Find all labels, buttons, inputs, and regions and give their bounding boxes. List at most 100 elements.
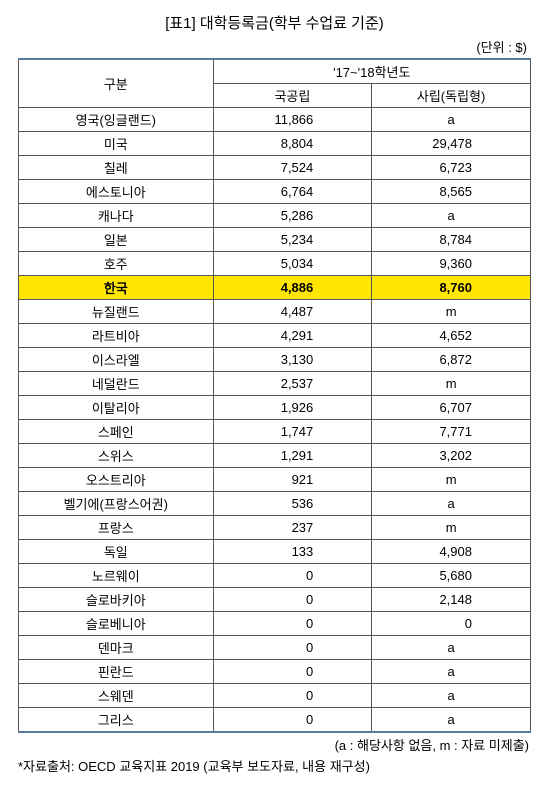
private-cell: 4,908: [372, 540, 531, 564]
country-cell: 이탈리아: [19, 396, 214, 420]
table-row: 덴마크0a: [19, 636, 531, 660]
table-row: 이스라엘3,1306,872: [19, 348, 531, 372]
public-cell: 237: [213, 516, 372, 540]
table-title: [표1] 대학등록금(학부 수업료 기준): [18, 12, 531, 33]
public-cell: 1,926: [213, 396, 372, 420]
public-cell: 4,291: [213, 324, 372, 348]
country-cell: 노르웨이: [19, 564, 214, 588]
private-cell: 6,872: [372, 348, 531, 372]
table-row: 일본5,2348,784: [19, 228, 531, 252]
private-cell: a: [372, 636, 531, 660]
tuition-table: 구분 '17~'18학년도 국공립 사립(독립형) 영국(잉글랜드)11,866…: [18, 58, 531, 733]
private-cell: a: [372, 108, 531, 132]
public-cell: 2,537: [213, 372, 372, 396]
table-row: 네덜란드2,537m: [19, 372, 531, 396]
public-cell: 0: [213, 588, 372, 612]
header-year: '17~'18학년도: [213, 59, 530, 84]
public-cell: 0: [213, 660, 372, 684]
table-row: 칠레7,5246,723: [19, 156, 531, 180]
private-cell: 8,760: [372, 276, 531, 300]
private-cell: 8,565: [372, 180, 531, 204]
public-cell: 3,130: [213, 348, 372, 372]
country-cell: 일본: [19, 228, 214, 252]
private-cell: 2,148: [372, 588, 531, 612]
header-category: 구분: [19, 59, 214, 108]
table-row: 오스트리아921m: [19, 468, 531, 492]
public-cell: 921: [213, 468, 372, 492]
country-cell: 스위스: [19, 444, 214, 468]
private-cell: 7,771: [372, 420, 531, 444]
table-row: 스웨덴0a: [19, 684, 531, 708]
table-row: 뉴질랜드4,487m: [19, 300, 531, 324]
private-cell: 5,680: [372, 564, 531, 588]
private-cell: m: [372, 300, 531, 324]
public-cell: 5,286: [213, 204, 372, 228]
country-cell: 스웨덴: [19, 684, 214, 708]
country-cell: 덴마크: [19, 636, 214, 660]
table-row: 벨기에(프랑스어권)536a: [19, 492, 531, 516]
country-cell: 뉴질랜드: [19, 300, 214, 324]
legend-text: (a : 해당사항 없음, m : 자료 미제출): [18, 735, 531, 754]
public-cell: 1,291: [213, 444, 372, 468]
private-cell: a: [372, 708, 531, 733]
table-row: 미국8,80429,478: [19, 132, 531, 156]
country-cell: 스페인: [19, 420, 214, 444]
private-cell: 4,652: [372, 324, 531, 348]
country-cell: 칠레: [19, 156, 214, 180]
private-cell: 6,723: [372, 156, 531, 180]
public-cell: 536: [213, 492, 372, 516]
country-cell: 독일: [19, 540, 214, 564]
table-row: 에스토니아6,7648,565: [19, 180, 531, 204]
public-cell: 4,487: [213, 300, 372, 324]
private-cell: 29,478: [372, 132, 531, 156]
table-row: 한국4,8868,760: [19, 276, 531, 300]
private-cell: a: [372, 684, 531, 708]
table-row: 라트비아4,2914,652: [19, 324, 531, 348]
country-cell: 한국: [19, 276, 214, 300]
public-cell: 0: [213, 684, 372, 708]
private-cell: 3,202: [372, 444, 531, 468]
public-cell: 11,866: [213, 108, 372, 132]
country-cell: 캐나다: [19, 204, 214, 228]
private-cell: 9,360: [372, 252, 531, 276]
public-cell: 6,764: [213, 180, 372, 204]
table-row: 스위스1,2913,202: [19, 444, 531, 468]
private-cell: a: [372, 492, 531, 516]
country-cell: 슬로바키아: [19, 588, 214, 612]
country-cell: 미국: [19, 132, 214, 156]
private-cell: m: [372, 372, 531, 396]
country-cell: 벨기에(프랑스어권): [19, 492, 214, 516]
public-cell: 8,804: [213, 132, 372, 156]
public-cell: 5,234: [213, 228, 372, 252]
table-row: 캐나다5,286a: [19, 204, 531, 228]
private-cell: m: [372, 516, 531, 540]
private-cell: 0: [372, 612, 531, 636]
header-private: 사립(독립형): [372, 84, 531, 108]
table-row: 호주5,0349,360: [19, 252, 531, 276]
table-row: 이탈리아1,9266,707: [19, 396, 531, 420]
country-cell: 영국(잉글랜드): [19, 108, 214, 132]
table-row: 그리스0a: [19, 708, 531, 733]
table-row: 스페인1,7477,771: [19, 420, 531, 444]
private-cell: a: [372, 660, 531, 684]
public-cell: 5,034: [213, 252, 372, 276]
country-cell: 네덜란드: [19, 372, 214, 396]
table-row: 프랑스237m: [19, 516, 531, 540]
public-cell: 4,886: [213, 276, 372, 300]
table-row: 영국(잉글랜드)11,866a: [19, 108, 531, 132]
table-row: 핀란드0a: [19, 660, 531, 684]
private-cell: a: [372, 204, 531, 228]
public-cell: 1,747: [213, 420, 372, 444]
country-cell: 오스트리아: [19, 468, 214, 492]
table-row: 노르웨이05,680: [19, 564, 531, 588]
country-cell: 이스라엘: [19, 348, 214, 372]
country-cell: 핀란드: [19, 660, 214, 684]
private-cell: 8,784: [372, 228, 531, 252]
public-cell: 0: [213, 636, 372, 660]
country-cell: 슬로베니아: [19, 612, 214, 636]
country-cell: 호주: [19, 252, 214, 276]
country-cell: 프랑스: [19, 516, 214, 540]
source-text: *자료출처: OECD 교육지표 2019 (교육부 보도자료, 내용 재구성): [18, 756, 531, 775]
country-cell: 그리스: [19, 708, 214, 733]
country-cell: 에스토니아: [19, 180, 214, 204]
